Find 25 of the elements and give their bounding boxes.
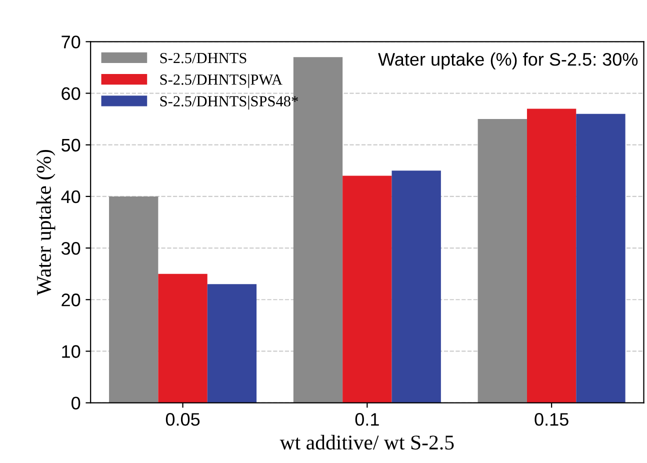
x-tick-label: 0.1 — [355, 413, 379, 426]
bar — [478, 119, 527, 403]
bar — [342, 176, 392, 403]
x-axis-title: wt additive/ wt S-2.5 — [280, 434, 454, 450]
bar — [526, 108, 576, 403]
legend-label: S-2.5/DHNTS|SPS48* — [160, 96, 298, 110]
bar — [392, 170, 441, 403]
bar — [207, 284, 257, 403]
y-tick-label: 50 — [62, 138, 80, 152]
y-tick-label: 30 — [61, 242, 80, 255]
bar — [158, 274, 208, 403]
annotation: Water uptake (%) for S-2.5: 30% — [378, 52, 638, 70]
y-axis-title: Water uptake (%) — [36, 150, 56, 296]
legend-label: S-2.5/DHNTS — [160, 52, 246, 64]
y-tick-label: 70 — [62, 36, 80, 48]
y-tick-label: 60 — [62, 87, 80, 100]
x-tick-label: 0.15 — [534, 413, 568, 426]
legend-label: S-2.5/DHNTS|PWA — [160, 74, 282, 88]
y-tick-label: 20 — [62, 294, 80, 306]
bar — [576, 114, 626, 403]
y-tick-label: 10 — [62, 345, 80, 358]
x-tick-label: 0.05 — [166, 413, 200, 426]
bar — [109, 196, 158, 403]
y-tick-label: 40 — [61, 190, 80, 204]
y-tick-label: 0 — [72, 396, 80, 410]
